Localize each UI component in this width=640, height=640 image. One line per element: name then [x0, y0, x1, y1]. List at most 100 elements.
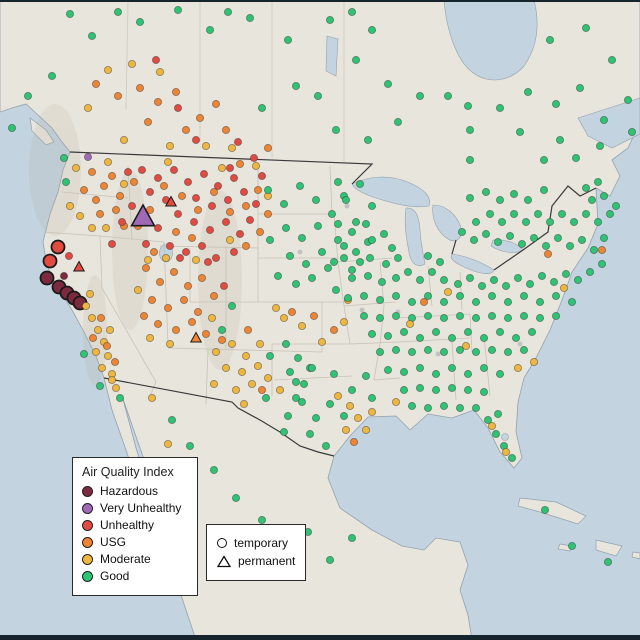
monitor-marker-temporary-good[interactable]: [47, 71, 57, 81]
monitor-marker-temporary-good[interactable]: [261, 393, 271, 403]
monitor-marker-temporary-good[interactable]: [313, 91, 323, 101]
monitor-marker-temporary-good[interactable]: [331, 125, 341, 135]
monitor-marker-temporary-good[interactable]: [487, 291, 497, 301]
monitor-marker-temporary-good[interactable]: [517, 239, 527, 249]
monitor-marker-temporary-moderate[interactable]: [65, 201, 75, 211]
monitor-marker-temporary-moderate[interactable]: [161, 253, 171, 263]
monitor-marker-temporary-good[interactable]: [297, 397, 307, 407]
monitor-marker-temporary-good[interactable]: [491, 429, 501, 439]
monitor-marker-temporary-good[interactable]: [115, 393, 125, 403]
monitor-marker-temporary-usg[interactable]: [143, 117, 153, 127]
monitor-marker-temporary-moderate[interactable]: [271, 303, 281, 313]
monitor-marker-temporary-moderate[interactable]: [529, 357, 539, 367]
monitor-marker-temporary-good[interactable]: [355, 257, 365, 267]
monitor-marker-permanent-usg[interactable]: [189, 331, 203, 343]
monitor-marker-temporary-usg[interactable]: [235, 159, 245, 169]
monitor-marker-temporary-moderate[interactable]: [103, 65, 113, 75]
monitor-marker-temporary-usg[interactable]: [115, 191, 125, 201]
monitor-marker-temporary-unhealthy[interactable]: [233, 137, 243, 147]
monitor-marker-temporary-good[interactable]: [503, 313, 513, 323]
monitor-marker-temporary-good[interactable]: [501, 281, 511, 291]
monitor-marker-temporary-good[interactable]: [307, 363, 317, 373]
monitor-marker-temporary-good[interactable]: [587, 195, 597, 205]
monitor-marker-temporary-moderate[interactable]: [127, 59, 137, 69]
monitor-marker-temporary-good[interactable]: [383, 365, 393, 375]
monitor-marker-temporary-good[interactable]: [339, 253, 349, 263]
monitor-marker-temporary-good[interactable]: [495, 369, 505, 379]
monitor-marker-temporary-good[interactable]: [481, 229, 491, 239]
monitor-marker-temporary-moderate[interactable]: [443, 287, 453, 297]
monitor-marker-temporary-moderate[interactable]: [241, 351, 251, 361]
monitor-marker-temporary-unhealthy[interactable]: [151, 55, 161, 65]
monitor-marker-temporary-usg[interactable]: [91, 195, 101, 205]
monitor-marker-temporary-good[interactable]: [79, 349, 89, 359]
monitor-marker-temporary-good[interactable]: [471, 313, 481, 323]
monitor-marker-temporary-usg[interactable]: [171, 87, 181, 97]
monitor-marker-temporary-good[interactable]: [351, 55, 361, 65]
monitor-marker-temporary-good[interactable]: [509, 209, 519, 219]
monitor-marker-temporary-good[interactable]: [87, 31, 97, 41]
monitor-marker-temporary-good[interactable]: [113, 7, 123, 17]
monitor-marker-temporary-unhealthy[interactable]: [165, 241, 175, 251]
monitor-marker-temporary-moderate[interactable]: [559, 283, 569, 293]
monitor-marker-temporary-moderate[interactable]: [209, 379, 219, 389]
monitor-marker-temporary-moderate[interactable]: [239, 399, 249, 409]
monitor-marker-temporary-moderate[interactable]: [501, 447, 511, 457]
monitor-marker-temporary-good[interactable]: [455, 345, 465, 355]
monitor-marker-temporary-unhealthy[interactable]: [64, 251, 74, 261]
monitor-marker-temporary-good[interactable]: [511, 333, 521, 343]
monitor-marker-temporary-good[interactable]: [519, 311, 529, 321]
monitor-marker-temporary-good[interactable]: [539, 155, 549, 165]
monitor-marker-temporary-moderate[interactable]: [71, 163, 81, 173]
monitor-marker-temporary-good[interactable]: [589, 245, 599, 255]
monitor-marker-temporary-moderate[interactable]: [513, 363, 523, 373]
monitor-marker-temporary-good[interactable]: [367, 235, 377, 245]
monitor-marker-temporary-good[interactable]: [365, 253, 375, 263]
monitor-marker-temporary-unhealthy[interactable]: [117, 217, 127, 227]
monitor-marker-temporary-usg[interactable]: [102, 341, 112, 351]
monitor-marker-temporary-good[interactable]: [509, 189, 519, 199]
monitor-marker-temporary-good[interactable]: [481, 187, 491, 197]
monitor-marker-temporary-moderate[interactable]: [143, 255, 153, 265]
monitor-marker-temporary-usg[interactable]: [129, 177, 139, 187]
monitor-marker-temporary-good[interactable]: [281, 223, 291, 233]
monitor-marker-temporary-unhealthy[interactable]: [205, 225, 215, 235]
monitor-marker-temporary-good[interactable]: [463, 369, 473, 379]
monitor-marker-temporary-usg[interactable]: [179, 295, 189, 305]
monitor-marker-temporary-unhealthy[interactable]: [127, 201, 137, 211]
monitor-marker-temporary-good[interactable]: [297, 233, 307, 243]
monitor-marker-temporary-usg[interactable]: [147, 295, 157, 305]
monitor-marker-temporary-moderate[interactable]: [107, 375, 117, 385]
monitor-marker-temporary-unhealthy[interactable]: [257, 171, 267, 181]
monitor-marker-temporary-usg[interactable]: [187, 233, 197, 243]
monitor-marker-temporary-good[interactable]: [423, 291, 433, 301]
monitor-marker-temporary-unhealthy[interactable]: [225, 163, 235, 173]
monitor-marker-temporary-good[interactable]: [439, 275, 449, 285]
monitor-marker-temporary-good[interactable]: [339, 241, 349, 251]
monitor-marker-temporary-usg[interactable]: [263, 209, 273, 219]
monitor-marker-temporary-usg[interactable]: [597, 245, 607, 255]
monitor-marker-temporary-moderate[interactable]: [487, 421, 497, 431]
monitor-marker-temporary-good[interactable]: [291, 81, 301, 91]
monitor-marker-temporary-usg[interactable]: [91, 79, 101, 89]
monitor-marker-temporary-good[interactable]: [495, 327, 505, 337]
monitor-marker-temporary-usg[interactable]: [171, 227, 181, 237]
monitor-marker-temporary-good[interactable]: [537, 271, 547, 281]
monitor-marker-temporary-good[interactable]: [595, 141, 605, 151]
monitor-marker-temporary-moderate[interactable]: [461, 341, 471, 351]
monitor-marker-temporary-good[interactable]: [577, 235, 587, 245]
monitor-marker-temporary-good[interactable]: [415, 383, 425, 393]
monitor-marker-temporary-good[interactable]: [457, 227, 467, 237]
monitor-marker-temporary-good[interactable]: [341, 195, 351, 205]
monitor-marker-temporary-good[interactable]: [581, 183, 591, 193]
monitor-marker-temporary-good[interactable]: [361, 219, 371, 229]
monitor-marker-temporary-good[interactable]: [523, 195, 533, 205]
monitor-marker-temporary-moderate[interactable]: [85, 289, 95, 299]
monitor-marker-temporary-good[interactable]: [355, 179, 365, 189]
monitor-marker-temporary-good[interactable]: [541, 241, 551, 251]
monitor-marker-temporary-unhealthy[interactable]: [42, 253, 58, 269]
monitor-marker-temporary-good[interactable]: [273, 271, 283, 281]
monitor-marker-temporary-good[interactable]: [307, 273, 317, 283]
monitor-marker-temporary-good[interactable]: [443, 91, 453, 101]
monitor-marker-temporary-unhealthy[interactable]: [251, 199, 261, 209]
